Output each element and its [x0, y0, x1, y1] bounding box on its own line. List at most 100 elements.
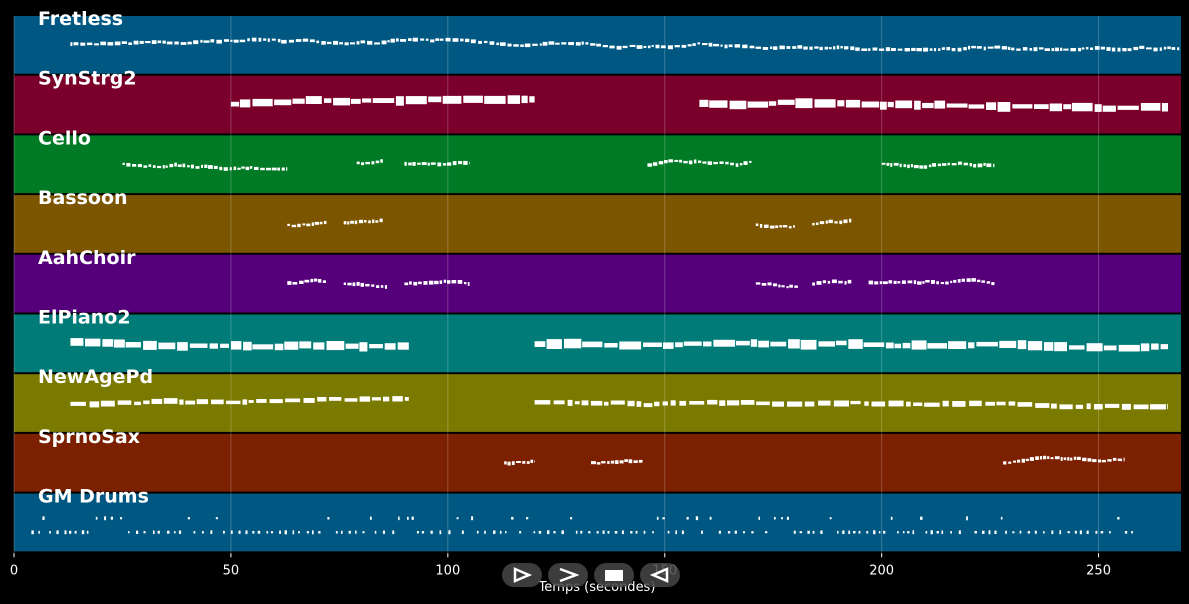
- note: [966, 516, 968, 521]
- note: [390, 38, 395, 43]
- note: [985, 401, 995, 406]
- note: [658, 161, 664, 165]
- note: [653, 162, 658, 166]
- note: [395, 38, 399, 42]
- note: [362, 531, 365, 534]
- note: [679, 400, 687, 406]
- play-button[interactable]: [502, 563, 542, 587]
- note: [120, 517, 123, 520]
- note: [720, 44, 723, 47]
- note: [413, 281, 418, 286]
- note: [688, 160, 693, 165]
- note: [201, 164, 203, 168]
- note: [917, 281, 922, 285]
- note: [871, 401, 886, 407]
- note: [893, 162, 899, 166]
- note: [831, 279, 837, 284]
- note: [457, 280, 463, 284]
- note: [619, 460, 624, 464]
- note: [929, 48, 933, 51]
- note: [365, 283, 370, 287]
- track-name: GM Drums: [38, 486, 149, 508]
- note: [465, 38, 470, 43]
- note: [463, 95, 483, 103]
- note: [607, 530, 610, 534]
- note: [761, 283, 767, 286]
- note: [136, 530, 139, 534]
- note: [286, 167, 288, 171]
- note: [1139, 45, 1145, 49]
- note: [447, 162, 452, 166]
- note: [285, 398, 301, 403]
- note: [511, 516, 514, 520]
- note: [380, 159, 383, 163]
- note: [679, 159, 683, 163]
- note: [773, 283, 778, 287]
- note: [988, 530, 991, 535]
- note: [421, 162, 427, 165]
- note: [643, 45, 647, 48]
- note: [734, 530, 737, 534]
- note: [779, 225, 783, 228]
- note: [257, 530, 261, 534]
- back-button[interactable]: [640, 563, 680, 587]
- note: [848, 530, 851, 534]
- note: [570, 517, 573, 520]
- note: [548, 41, 555, 45]
- note: [374, 42, 380, 45]
- note: [1029, 457, 1034, 461]
- note: [1013, 460, 1016, 463]
- note: [125, 342, 141, 348]
- note: [1131, 531, 1133, 534]
- note: [762, 47, 769, 50]
- note: [299, 341, 312, 349]
- note: [74, 530, 77, 534]
- note: [1122, 48, 1127, 52]
- x-tick-label: 250: [1086, 563, 1111, 578]
- note: [863, 342, 885, 347]
- note: [772, 401, 784, 407]
- note: [963, 162, 968, 166]
- note: [507, 95, 520, 104]
- note: [818, 341, 835, 347]
- note: [619, 341, 642, 350]
- note: [193, 531, 196, 534]
- stop-icon: [605, 570, 623, 581]
- note: [941, 47, 946, 50]
- note: [292, 282, 298, 285]
- note: [694, 159, 697, 164]
- note: [64, 530, 67, 535]
- note: [1060, 457, 1063, 461]
- note: [451, 280, 457, 284]
- note: [667, 530, 670, 534]
- note: [834, 221, 838, 224]
- track-labels: Fretless SynStrg2 Cello Bassoon AahChoir ElPi…: [38, 8, 153, 508]
- note: [288, 39, 294, 43]
- note: [758, 340, 769, 348]
- note: [251, 37, 257, 42]
- note: [345, 343, 359, 349]
- note: [983, 46, 986, 51]
- note: [1103, 345, 1117, 351]
- note: [231, 341, 242, 350]
- note: [976, 46, 982, 49]
- note: [768, 101, 777, 106]
- forward-button[interactable]: [548, 563, 588, 587]
- note: [326, 41, 332, 45]
- note: [107, 42, 114, 46]
- note: [911, 340, 927, 350]
- note: [815, 222, 819, 225]
- note: [655, 44, 660, 49]
- note: [1035, 456, 1039, 460]
- note: [779, 45, 785, 50]
- note: [417, 162, 421, 165]
- note: [968, 45, 971, 50]
- note: [295, 39, 302, 42]
- note: [668, 159, 673, 163]
- stop-button[interactable]: [594, 563, 634, 587]
- note: [1027, 531, 1031, 534]
- note: [190, 164, 194, 169]
- note: [215, 517, 218, 520]
- track-notes: [70, 396, 1168, 410]
- note: [326, 341, 345, 351]
